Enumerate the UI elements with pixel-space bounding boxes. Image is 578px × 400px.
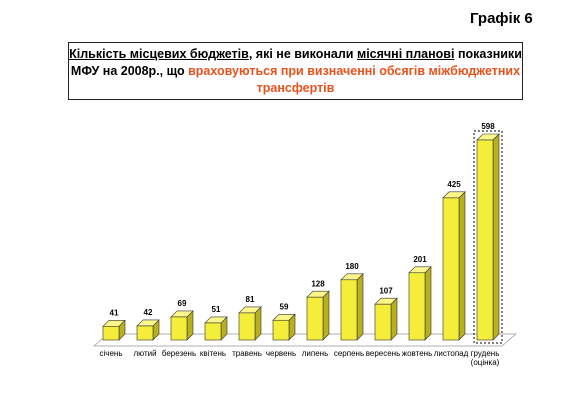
bar xyxy=(408,266,432,341)
bar-front xyxy=(442,197,460,341)
value-label: 81 xyxy=(246,295,255,304)
bar xyxy=(473,130,503,344)
bar-front xyxy=(272,319,290,341)
bar-side xyxy=(356,273,364,341)
title-part: показники МФУ на 2008р., що xyxy=(70,47,522,78)
value-label: 180 xyxy=(345,262,359,271)
bar-front xyxy=(374,303,392,341)
bar xyxy=(170,310,194,341)
x-tick-label: листопад xyxy=(434,349,469,358)
x-tick-label: вересень xyxy=(366,349,401,358)
bar-side xyxy=(458,191,466,341)
value-label: 598 xyxy=(481,122,495,131)
bar xyxy=(374,297,398,341)
value-label: 201 xyxy=(413,255,427,264)
x-tick-label: червень xyxy=(266,349,296,358)
value-label: 107 xyxy=(379,286,393,295)
bar-side xyxy=(390,297,398,341)
bar-front xyxy=(408,272,426,341)
bar-front xyxy=(170,316,188,341)
bar-side xyxy=(424,266,432,341)
bar xyxy=(136,319,160,341)
chart-label: Графік 6 xyxy=(470,10,533,27)
bar-front xyxy=(136,325,154,341)
chart-title: Кількість місцевих бюджетів, які не вико… xyxy=(68,42,523,100)
x-tick-label: січень xyxy=(100,349,123,358)
value-label: 128 xyxy=(311,279,325,288)
bar xyxy=(442,191,466,341)
bar-highlight xyxy=(473,130,503,344)
x-tick-label: березень xyxy=(162,349,196,358)
value-label: 425 xyxy=(447,180,461,189)
bar xyxy=(306,290,330,341)
bar xyxy=(340,273,364,341)
value-label: 51 xyxy=(212,305,221,314)
x-tick-label: квітень xyxy=(200,349,226,358)
title-part: Кількість місцевих бюджетів xyxy=(69,47,249,61)
bar xyxy=(204,316,228,341)
value-label: 42 xyxy=(144,308,153,317)
title-part: місячні планові xyxy=(356,47,455,61)
value-label: 59 xyxy=(280,302,289,311)
bar xyxy=(238,306,262,341)
bar-side xyxy=(492,133,500,341)
title-part: , які не виконали xyxy=(248,47,357,61)
x-tick-label: грудень (оцінка) xyxy=(471,349,500,367)
x-tick-label: серпень xyxy=(334,349,364,358)
x-tick-label: жовтень xyxy=(402,349,432,358)
bar xyxy=(272,313,296,341)
bar-front xyxy=(476,139,494,341)
x-tick-label: липень xyxy=(302,349,329,358)
bar-front xyxy=(204,322,222,341)
value-label: 69 xyxy=(178,299,187,308)
bar-front xyxy=(306,296,324,341)
bar-front xyxy=(102,325,120,341)
bar-side xyxy=(322,290,330,341)
x-tick-label: лютий xyxy=(133,349,156,358)
bar-front xyxy=(340,279,358,341)
value-label: 41 xyxy=(110,308,119,317)
bar-front xyxy=(238,312,256,341)
x-tick-label: травень xyxy=(232,349,262,358)
bar xyxy=(102,319,126,341)
title-part: враховуються при визначенні обсягів міжб… xyxy=(188,64,521,95)
